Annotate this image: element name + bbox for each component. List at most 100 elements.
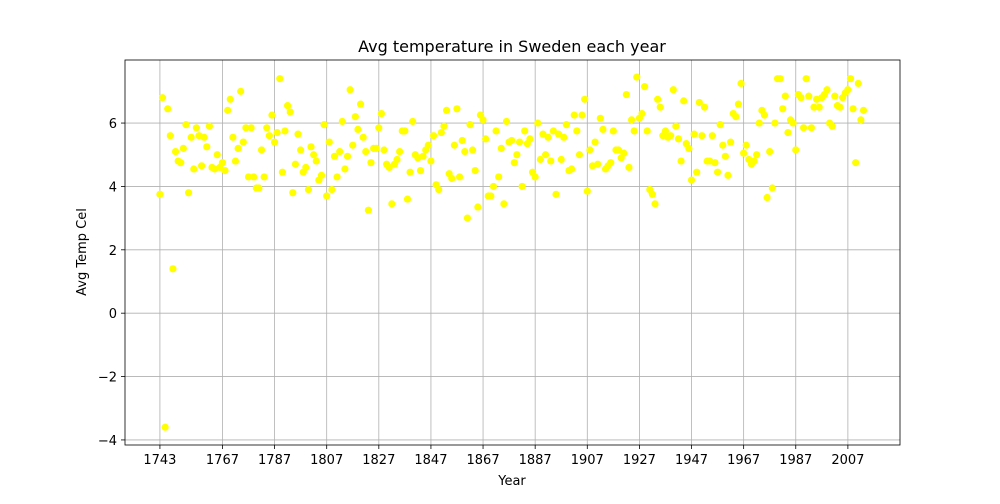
point xyxy=(596,114,604,122)
point xyxy=(526,135,534,143)
point xyxy=(166,132,174,140)
point xyxy=(328,186,336,194)
point xyxy=(810,103,818,111)
point xyxy=(674,135,683,143)
point xyxy=(158,94,167,102)
y-tick-label: −2 xyxy=(98,371,117,386)
point xyxy=(450,141,458,149)
point xyxy=(750,157,758,165)
point xyxy=(336,147,344,156)
point xyxy=(711,159,719,167)
point xyxy=(396,147,404,156)
point xyxy=(713,168,722,176)
point xyxy=(310,151,318,159)
point xyxy=(229,133,237,141)
point xyxy=(805,92,813,100)
point xyxy=(385,163,393,172)
point xyxy=(200,133,208,141)
point xyxy=(667,132,675,140)
y-tick-label: −4 xyxy=(98,434,117,449)
point xyxy=(380,146,388,154)
point xyxy=(372,144,380,153)
point xyxy=(237,87,245,95)
point xyxy=(497,144,505,153)
point xyxy=(578,111,586,119)
point xyxy=(330,152,339,160)
point xyxy=(388,200,396,208)
point xyxy=(500,200,508,208)
point xyxy=(156,190,164,198)
point xyxy=(273,128,281,137)
point xyxy=(260,173,268,181)
point xyxy=(341,165,349,173)
point xyxy=(448,174,456,183)
point xyxy=(187,133,195,141)
x-tick-label: 1827 xyxy=(362,453,395,468)
point xyxy=(768,184,776,192)
point xyxy=(479,116,487,124)
point xyxy=(317,171,326,179)
x-axis-label: Year xyxy=(497,474,526,489)
point xyxy=(416,166,425,175)
x-tick-label: 1967 xyxy=(727,453,760,468)
point xyxy=(792,146,800,154)
x-tick-label: 1847 xyxy=(414,453,447,468)
point xyxy=(244,173,253,181)
y-tick-label: 6 xyxy=(109,117,117,132)
point xyxy=(797,94,805,102)
point xyxy=(403,195,412,203)
point xyxy=(179,144,187,153)
point xyxy=(286,108,294,116)
point xyxy=(276,75,284,83)
point xyxy=(648,190,657,198)
point xyxy=(641,83,649,91)
point xyxy=(740,149,748,157)
point xyxy=(203,143,211,151)
point xyxy=(257,146,266,154)
point xyxy=(463,214,472,222)
point xyxy=(776,75,784,83)
point xyxy=(242,124,250,132)
point xyxy=(716,121,724,129)
point xyxy=(239,138,247,146)
point xyxy=(226,95,234,103)
point xyxy=(502,117,511,126)
point xyxy=(599,125,607,133)
point xyxy=(304,186,313,194)
point xyxy=(169,265,177,273)
point xyxy=(552,190,560,198)
point xyxy=(349,141,357,149)
point xyxy=(307,143,315,151)
x-tick-label: 1927 xyxy=(623,453,656,468)
point xyxy=(539,130,547,138)
point xyxy=(737,79,745,88)
point xyxy=(435,186,443,194)
y-axis-label: Avg Temp Cel xyxy=(75,208,90,296)
point xyxy=(638,109,646,118)
point xyxy=(633,73,641,81)
point xyxy=(419,152,427,160)
point xyxy=(555,130,563,138)
point xyxy=(409,117,417,126)
point xyxy=(270,138,279,146)
grid xyxy=(125,60,900,445)
point xyxy=(406,168,414,176)
x-tick-label: 1807 xyxy=(310,453,343,468)
point xyxy=(698,132,706,140)
x-tick-label: 1767 xyxy=(206,453,239,468)
point xyxy=(760,111,769,119)
point xyxy=(294,130,302,138)
point xyxy=(656,103,664,111)
point xyxy=(614,146,623,154)
point xyxy=(766,147,774,156)
point xyxy=(708,132,716,140)
point xyxy=(560,133,568,141)
point xyxy=(453,105,461,113)
point xyxy=(586,146,594,154)
points xyxy=(156,73,868,431)
point xyxy=(742,141,750,149)
point xyxy=(487,192,495,200)
y-tick-label: 0 xyxy=(109,307,117,322)
point xyxy=(492,127,500,135)
